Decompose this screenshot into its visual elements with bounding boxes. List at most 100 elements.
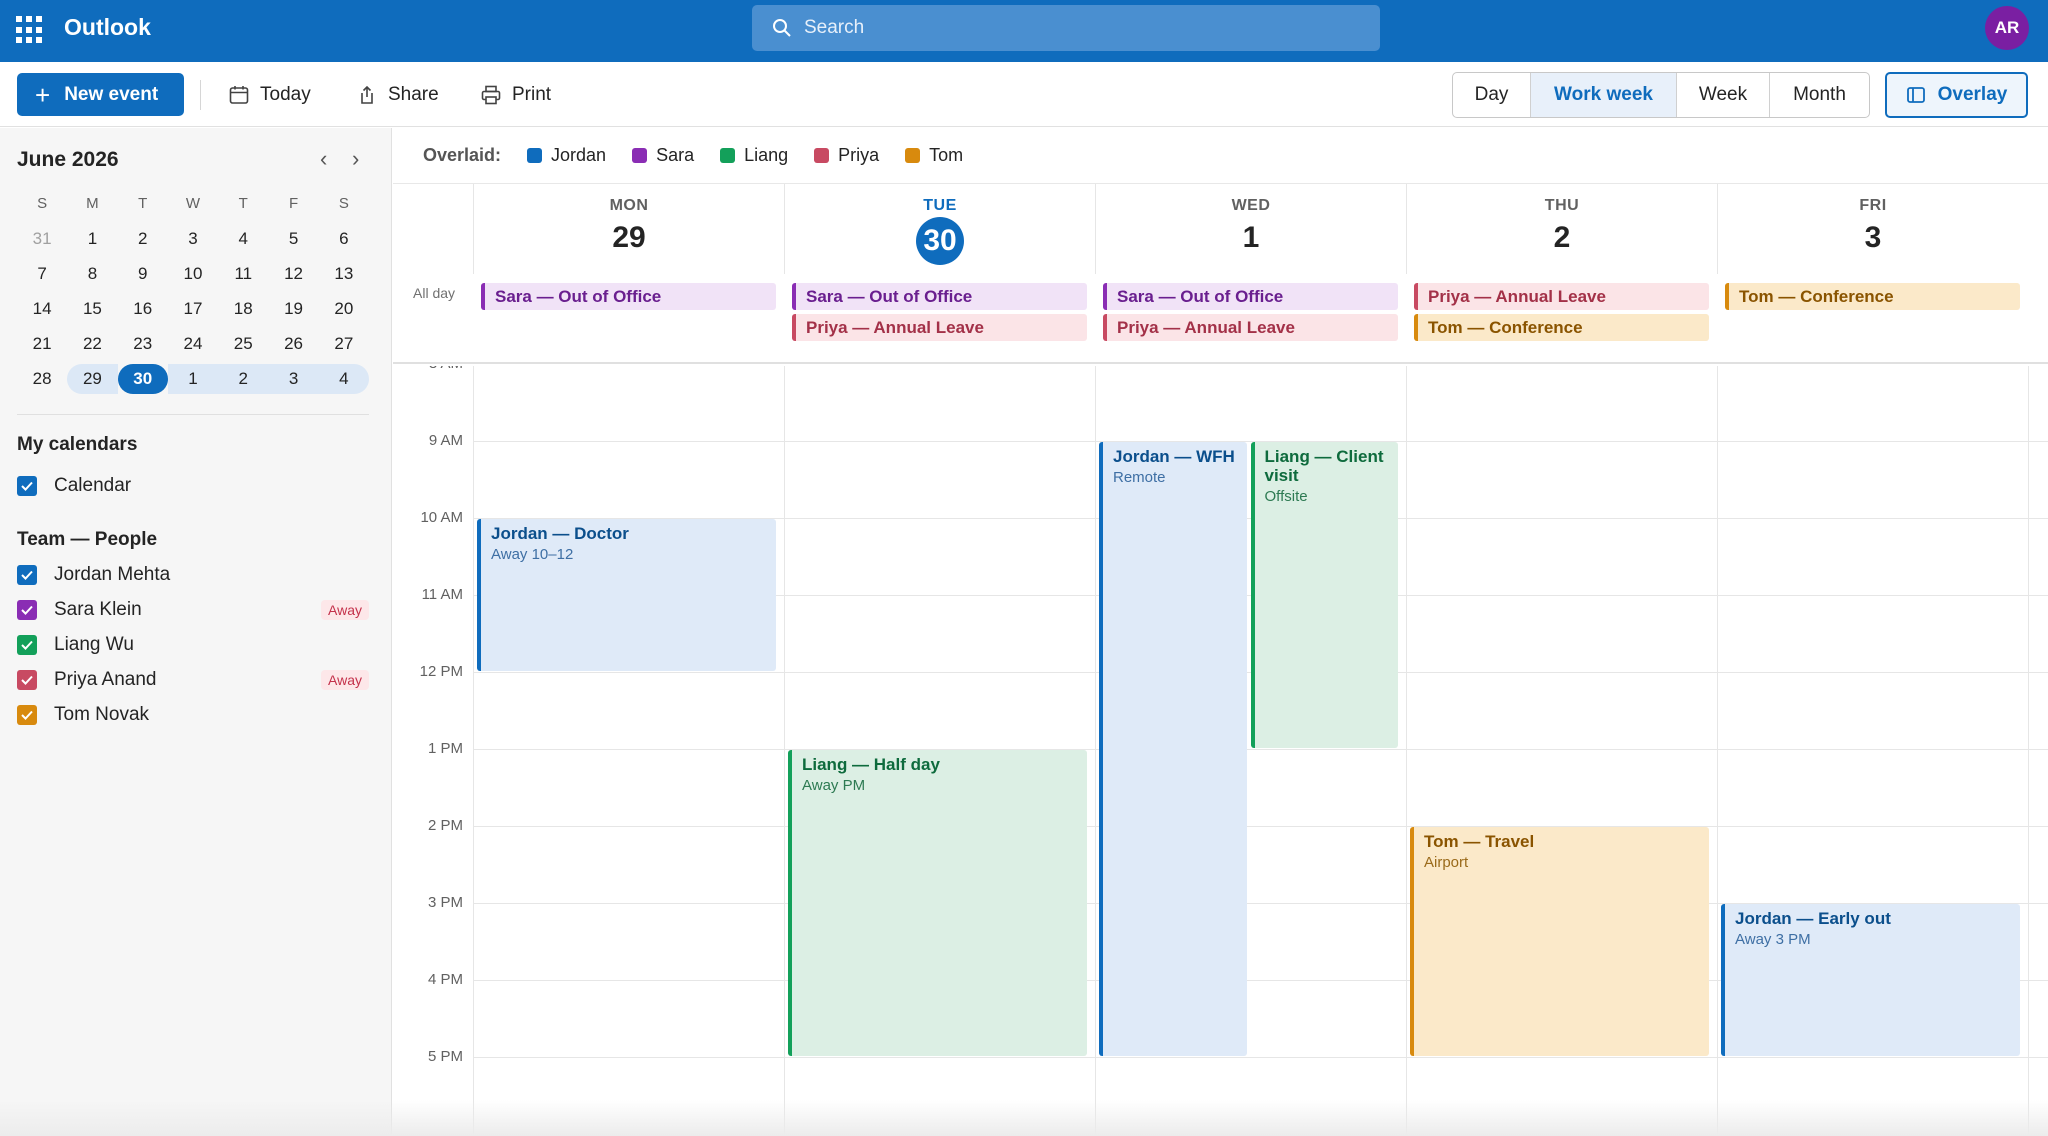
team-item[interactable]: Liang Wu	[17, 630, 369, 660]
overlaid-person[interactable]: Tom	[905, 145, 963, 166]
mini-calendar-day[interactable]: 28	[32, 368, 52, 388]
overlaid-person[interactable]: Priya	[814, 145, 879, 166]
mini-calendar-day[interactable]: 7	[37, 263, 47, 283]
view-work-week-button[interactable]: Work week	[1531, 73, 1677, 117]
overlaid-person[interactable]: Sara	[632, 145, 694, 166]
calendar-event[interactable]: Tom — Travel Airport	[1410, 827, 1709, 1056]
hour-label: 1 PM	[427, 740, 463, 757]
calendar-icon	[229, 86, 249, 104]
mini-calendar-day[interactable]: 30	[117, 363, 168, 394]
app-launcher-icon[interactable]	[16, 16, 44, 44]
calendar-event[interactable]: Liang — Client visit Offsite	[1250, 442, 1398, 748]
checkbox-checked-icon[interactable]	[17, 705, 37, 725]
calendar-item-calendar[interactable]: Calendar	[17, 471, 369, 501]
search-box[interactable]	[752, 5, 1380, 51]
mini-calendar-day[interactable]: 29	[67, 363, 118, 394]
share-button[interactable]: Share	[356, 82, 439, 108]
mini-calendar-day[interactable]: 26	[284, 333, 303, 353]
day-column-divider	[2028, 366, 2029, 1136]
mini-calendar-day[interactable]: 13	[334, 263, 354, 283]
all-day-event[interactable]: Tom — Conference	[1725, 283, 2020, 310]
mini-calendar-day[interactable]: 4	[318, 363, 369, 394]
team-item[interactable]: Sara Klein Away	[17, 595, 369, 625]
all-day-event[interactable]: Tom — Conference	[1414, 314, 1709, 341]
checkbox-checked-icon[interactable]	[17, 670, 37, 690]
mini-calendar-day[interactable]: 21	[32, 333, 52, 353]
next-month-icon[interactable]: ›	[352, 146, 360, 171]
mini-calendar-day[interactable]: 2	[218, 363, 269, 394]
mini-calendar-day[interactable]: 3	[268, 363, 319, 394]
all-day-event[interactable]: Priya — Annual Leave	[1103, 314, 1398, 341]
mini-calendar-day[interactable]: 8	[87, 263, 98, 283]
previous-month-icon[interactable]: ‹	[320, 146, 328, 171]
all-day-event[interactable]: Sara — Out of Office	[481, 283, 776, 310]
all-day-event[interactable]: Priya — Annual Leave	[1414, 283, 1709, 310]
mini-calendar-day[interactable]: 12	[284, 263, 303, 283]
search-input[interactable]	[804, 17, 1364, 39]
mini-calendar-day[interactable]: 1	[167, 363, 219, 394]
team-item-label: Tom Novak	[54, 704, 150, 725]
mini-calendar-day[interactable]: 15	[82, 298, 102, 318]
mini-calendar-day[interactable]: 27	[334, 333, 354, 353]
team-item[interactable]: Jordan Mehta	[17, 560, 369, 590]
all-day-event[interactable]: Sara — Out of Office	[1103, 283, 1398, 310]
day-name: FRI	[1859, 197, 1887, 214]
mini-calendar-day[interactable]: 1	[87, 228, 98, 248]
team-item-label: Sara Klein	[54, 599, 142, 620]
mini-calendar-day[interactable]: 20	[334, 298, 354, 318]
mini-calendar-day[interactable]: 18	[233, 298, 253, 318]
mini-calendar-day[interactable]: 4	[238, 228, 248, 248]
checkbox-checked-icon[interactable]	[17, 635, 37, 655]
calendar-event[interactable]: Jordan — WFH Remote	[1099, 442, 1247, 1056]
view-month-button[interactable]: Month	[1793, 84, 1846, 105]
day-header[interactable]: THU 2	[1406, 184, 1717, 274]
mini-calendar-day[interactable]: 5	[288, 228, 299, 248]
overlaid-person[interactable]: Liang	[720, 145, 788, 166]
new-event-button[interactable]: + New event	[17, 73, 184, 116]
checkbox-checked-icon[interactable]	[17, 565, 37, 585]
mini-calendar-day[interactable]: 14	[32, 298, 52, 318]
view-day-button[interactable]: Day	[1453, 73, 1531, 117]
day-header[interactable]: MON 29	[473, 184, 784, 274]
mini-calendar-day[interactable]: 23	[133, 333, 153, 353]
mini-calendar-day[interactable]: 22	[82, 333, 102, 353]
event-title: Jordan — WFH	[1113, 447, 1235, 466]
checkbox-checked-icon[interactable]	[17, 600, 37, 620]
mini-calendar-day[interactable]: 10	[183, 263, 203, 283]
mini-calendar-week: 31 1 2 3 4 5 6	[17, 221, 369, 256]
app-name[interactable]: Outlook	[64, 14, 151, 40]
hour-line	[473, 749, 2048, 750]
checkbox-checked-icon[interactable]	[17, 476, 37, 496]
all-day-event[interactable]: Sara — Out of Office	[792, 283, 1087, 310]
team-item[interactable]: Tom Novak	[17, 700, 369, 730]
mini-calendar-day[interactable]: 16	[133, 298, 153, 318]
avatar[interactable]: AR	[1985, 6, 2029, 50]
team-item[interactable]: Priya Anand Away	[17, 665, 369, 695]
calendar-event[interactable]: Jordan — Doctor Away 10–12	[477, 519, 776, 671]
mini-calendar-day[interactable]: 17	[183, 298, 203, 318]
print-button[interactable]: Print	[480, 82, 551, 108]
day-header[interactable]: TUE 30	[784, 184, 1095, 274]
calendar-event[interactable]: Jordan — Early out Away 3 PM	[1721, 904, 2020, 1056]
mini-calendar-day[interactable]: 31	[32, 228, 52, 248]
today-button[interactable]: Today	[228, 82, 311, 108]
overlaid-person[interactable]: Jordan	[527, 145, 606, 166]
mini-calendar-day[interactable]: 2	[137, 228, 148, 248]
mini-calendar-day[interactable]: 19	[284, 298, 303, 318]
mini-calendar-day[interactable]: 9	[137, 263, 148, 283]
all-day-event[interactable]: Priya — Annual Leave	[792, 314, 1087, 341]
calendar-event[interactable]: Liang — Half day Away PM	[788, 750, 1087, 1056]
overlaid-person-name: Tom	[929, 145, 964, 165]
overlaid-person-name: Jordan	[551, 145, 607, 165]
mini-calendar-day[interactable]: 11	[234, 263, 253, 283]
weekday-header: T	[238, 194, 248, 212]
day-header[interactable]: FRI 3	[1717, 184, 2028, 274]
mini-calendar-day[interactable]: 25	[233, 333, 253, 353]
day-column-divider	[1095, 366, 1096, 1136]
mini-calendar-day[interactable]: 24	[183, 333, 203, 353]
mini-calendar-day[interactable]: 6	[339, 228, 349, 248]
mini-calendar-day[interactable]: 3	[188, 228, 198, 248]
overlay-toggle-button[interactable]: Overlay	[1885, 72, 2028, 118]
view-week-button[interactable]: Week	[1677, 73, 1770, 117]
day-header[interactable]: WED 1	[1095, 184, 1406, 274]
